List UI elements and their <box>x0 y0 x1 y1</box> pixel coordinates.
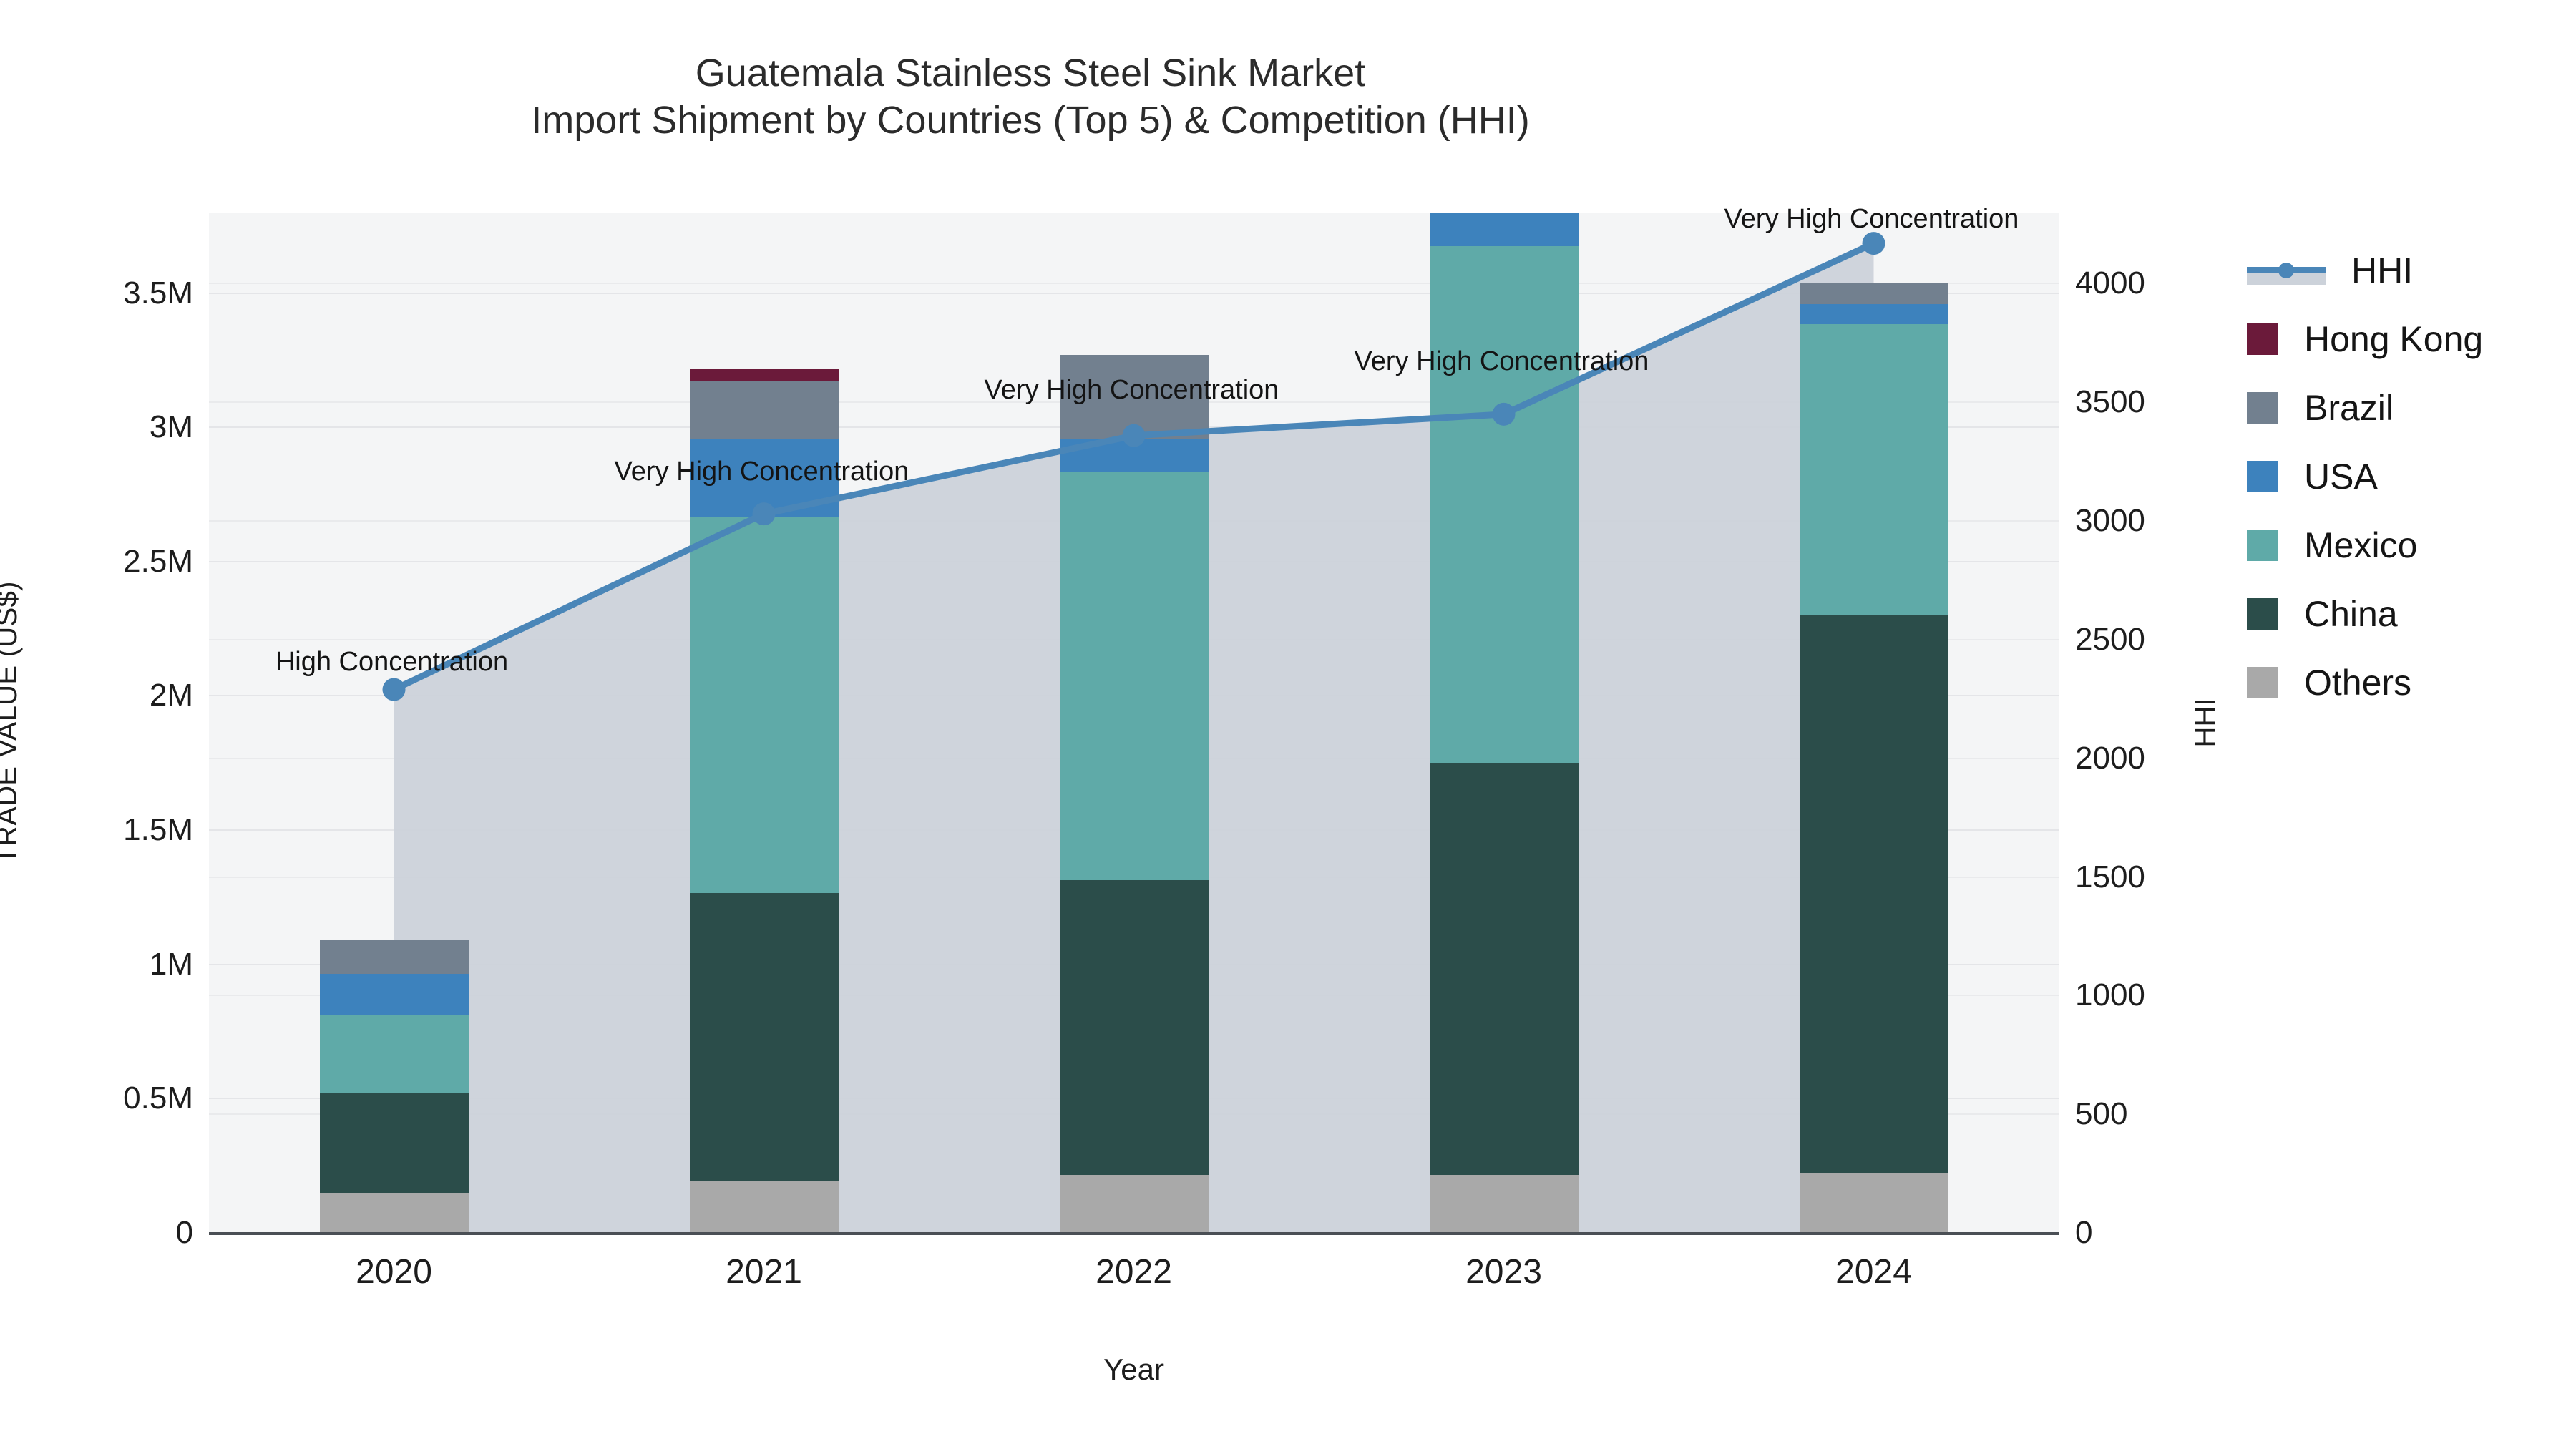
x-axis-tick-2020: 2020 <box>356 1253 432 1291</box>
legend-swatch-icon <box>2247 323 2278 355</box>
plot-area <box>209 213 2059 1233</box>
legend-item-usa[interactable]: USA <box>2247 442 2483 511</box>
legend: HHI Hong Kong Brazil USA Mexico China Others <box>2247 236 2483 717</box>
y-axis-right-tick: 2500 <box>2075 621 2145 657</box>
bar-segment-china[interactable] <box>1059 879 1209 1176</box>
bar-segment-china[interactable] <box>1429 763 1579 1176</box>
bar-segment-brazil[interactable] <box>1799 283 1948 304</box>
x-axis-label: Year <box>1103 1352 1164 1386</box>
bar-segment-others[interactable] <box>1429 1175 1579 1233</box>
legend-item-mexico[interactable]: Mexico <box>2247 511 2483 580</box>
hhi-annotation-2024: Very High Concentration <box>1724 204 2019 235</box>
y-axis-left-tick: 0 <box>175 1215 193 1250</box>
hhi-marker[interactable] <box>1862 232 1885 255</box>
gridline <box>209 283 2059 285</box>
y-axis-right-tick: 3500 <box>2075 384 2145 420</box>
bar-segment-china[interactable] <box>319 1093 469 1193</box>
legend-item-hhi[interactable]: HHI <box>2247 236 2483 305</box>
chart-title-line1: Guatemala Stainless Steel Sink Market <box>695 52 1366 94</box>
hhi-line-layer <box>382 232 1885 701</box>
y-axis-right-tick: 3000 <box>2075 503 2145 539</box>
legend-swatch-icon <box>2247 667 2278 698</box>
y-axis-right-tick: 2000 <box>2075 740 2145 776</box>
x-axis-tick-2022: 2022 <box>1096 1253 1172 1291</box>
hhi-marker[interactable] <box>1492 402 1516 426</box>
y-axis-left-tick: 3M <box>149 409 193 445</box>
y-axis-left-tick: 1.5M <box>123 812 193 848</box>
legend-label: Others <box>2304 663 2412 703</box>
y-axis-left-tick: 1M <box>149 946 193 982</box>
hhi-annotation-2020: High Concentration <box>275 646 509 677</box>
bar-segment-mexico[interactable] <box>689 517 839 894</box>
bar-segment-brazil[interactable] <box>689 381 839 440</box>
legend-label: USA <box>2304 457 2378 497</box>
legend-label: HHI <box>2351 250 2414 291</box>
bar-segment-china[interactable] <box>1799 615 1948 1173</box>
y-axis-left-tick: 0.5M <box>123 1080 193 1116</box>
chart-title-line2: Import Shipment by Countries (Top 5) & C… <box>531 98 1530 142</box>
y-axis-left-tick: 2.5M <box>123 543 193 579</box>
hhi-annotation-2022: Very High Concentration <box>984 374 1279 405</box>
hhi-marker[interactable] <box>1122 424 1146 447</box>
y-axis-left-tick: 3.5M <box>123 275 193 311</box>
y-axis-right-tick: 1000 <box>2075 977 2145 1013</box>
legend-swatch-icon <box>2247 530 2278 561</box>
bar-segment-others[interactable] <box>1059 1175 1209 1233</box>
x-axis-tick-2021: 2021 <box>726 1253 802 1291</box>
x-axis-line <box>209 1232 2059 1235</box>
hhi-marker[interactable] <box>382 678 406 701</box>
legend-label: China <box>2304 594 2398 634</box>
legend-item-china[interactable]: China <box>2247 580 2483 648</box>
y-axis-right-tick: 0 <box>2075 1215 2093 1250</box>
bar-layer <box>209 213 2059 1233</box>
legend-swatch-icon <box>2247 392 2278 424</box>
y-axis-left-tick: 2M <box>149 678 193 713</box>
bar-segment-others[interactable] <box>1799 1172 1948 1233</box>
gridline <box>209 292 2059 294</box>
legend-item-others[interactable]: Others <box>2247 648 2483 717</box>
bar-segment-mexico[interactable] <box>1429 245 1579 763</box>
bar-segment-others[interactable] <box>319 1192 469 1233</box>
legend-item-hong-kong[interactable]: Hong Kong <box>2247 305 2483 374</box>
bar-segment-usa[interactable] <box>1429 213 1579 246</box>
y-axis-right-label: HHI <box>2190 698 2221 748</box>
y-axis-right-tick: 500 <box>2075 1096 2128 1132</box>
bar-segment-hong-kong[interactable] <box>689 368 839 382</box>
legend-line-marker-icon <box>2247 255 2326 286</box>
y-axis-right-tick: 4000 <box>2075 265 2145 301</box>
legend-swatch-icon <box>2247 598 2278 630</box>
hhi-annotation-2021: Very High Concentration <box>614 457 909 487</box>
chart-title: Guatemala Stainless Steel Sink Market Im… <box>0 50 2061 145</box>
hhi-annotation-2023: Very High Concentration <box>1354 346 1649 376</box>
bar-segment-mexico[interactable] <box>319 1015 469 1093</box>
x-axis-tick-2024: 2024 <box>1835 1253 1912 1291</box>
legend-item-brazil[interactable]: Brazil <box>2247 374 2483 442</box>
legend-swatch-icon <box>2247 461 2278 492</box>
legend-label: Hong Kong <box>2304 319 2484 359</box>
plot-inner <box>209 213 2059 1233</box>
bar-segment-mexico[interactable] <box>1059 472 1209 880</box>
y-axis-right-tick: 1500 <box>2075 859 2145 894</box>
bar-segment-others[interactable] <box>689 1180 839 1233</box>
bar-segment-brazil[interactable] <box>319 940 469 974</box>
bar-segment-mexico[interactable] <box>1799 323 1948 615</box>
hhi-marker[interactable] <box>752 502 776 526</box>
bar-segment-usa[interactable] <box>1799 303 1948 324</box>
legend-label: Brazil <box>2304 388 2394 428</box>
legend-label: Mexico <box>2304 525 2418 565</box>
y-axis-left-label: TRADE VALUE (US$) <box>0 581 23 864</box>
bar-segment-usa[interactable] <box>319 973 469 1016</box>
bar-segment-china[interactable] <box>689 893 839 1181</box>
x-axis-tick-2023: 2023 <box>1465 1253 1542 1291</box>
